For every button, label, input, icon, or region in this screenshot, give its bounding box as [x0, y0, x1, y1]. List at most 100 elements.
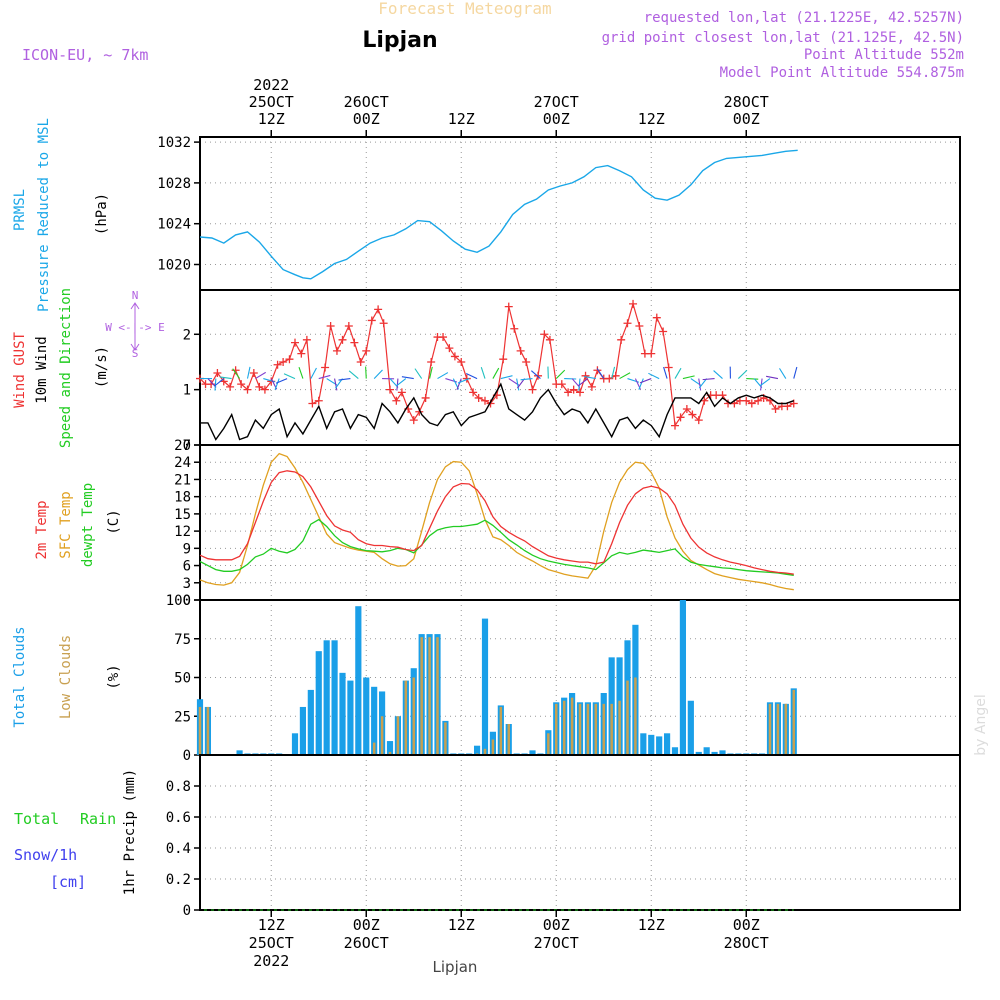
total-clouds-bar	[529, 750, 536, 755]
wind-gust-marker	[260, 385, 269, 394]
wind-gust-marker	[427, 357, 436, 366]
wind-gust-marker	[249, 369, 258, 378]
bottom-tick-label: 26OCT	[344, 934, 389, 952]
wind-gust-marker	[676, 413, 685, 422]
wind-direction-arrow	[310, 367, 317, 379]
wind-gust-marker	[350, 338, 359, 347]
total-clouds-bar	[363, 677, 370, 755]
bottom-tick-label: 00Z	[733, 916, 760, 934]
wind-gust-marker	[379, 319, 388, 328]
y-tick-label: 9	[183, 541, 191, 557]
bottom-tick-label: 27OCT	[534, 934, 579, 952]
y-tick-label: 0	[183, 438, 191, 454]
wind-gust-marker	[362, 346, 371, 355]
wind-gust-marker	[747, 399, 756, 408]
top-tick-label: 27OCT	[534, 93, 579, 111]
2m-temp-series-line	[199, 470, 794, 575]
wind-gust-marker	[528, 385, 537, 394]
total-clouds-bar	[687, 700, 694, 755]
y-tick-label: 0.2	[166, 872, 191, 888]
wind-gust-marker	[213, 369, 222, 378]
panel-frame	[199, 754, 961, 911]
wind-direction-arrow	[648, 372, 660, 380]
wind-gust-marker	[344, 321, 353, 330]
wind-gust-marker	[516, 346, 525, 355]
wind-direction-arrow	[555, 369, 566, 379]
wind-direction-arrow	[638, 378, 644, 390]
wind-gust-marker	[587, 382, 596, 391]
wind-gust-marker	[439, 333, 448, 342]
total-clouds-bar	[679, 600, 687, 755]
total-clouds-bar	[703, 747, 710, 755]
low-clouds-bar	[420, 637, 423, 755]
wind-gust-marker	[742, 396, 751, 405]
total-clouds-bar	[386, 741, 394, 755]
wind-direction-arrow	[746, 378, 759, 380]
wind-gust-marker	[659, 327, 668, 336]
wind-gust-marker	[557, 380, 566, 389]
top-tick-label: 26OCT	[344, 93, 389, 111]
top-tick-label: 2022	[253, 76, 289, 94]
bottom-tick-label: 2022	[253, 952, 289, 970]
location-title: Lipjan	[362, 28, 437, 53]
wind-direction-arrow	[583, 375, 596, 380]
wind-gust-marker	[255, 382, 264, 391]
precip-snow-unit: [cm]	[50, 873, 86, 891]
panel-frame	[199, 136, 961, 291]
y-tick-label: 0	[183, 903, 191, 919]
low-clouds-bar	[776, 703, 780, 755]
wind-gust-marker	[504, 302, 513, 311]
wind-direction-arrow	[759, 378, 771, 387]
wind-gust-marker	[688, 410, 697, 419]
top-tick-label: 12Z	[638, 110, 665, 128]
wind-10m-series-line	[200, 382, 795, 441]
low-clouds-bar	[444, 722, 447, 755]
wind-gust-marker	[593, 366, 602, 375]
precipitation-panel: 0 0.2 0.4 0.6 0.8	[166, 754, 961, 919]
wind-gust-marker	[314, 396, 323, 405]
total-clouds-bar	[719, 750, 726, 755]
total-clouds-bar	[711, 751, 718, 755]
bottom-tick-label: 12Z	[638, 916, 665, 934]
wind-gust-marker	[367, 316, 376, 325]
y-tick-label: 0.8	[166, 779, 191, 795]
wind-gust-marker	[576, 388, 584, 397]
total-clouds-bar	[355, 606, 362, 755]
total-clouds-bar	[236, 750, 243, 755]
wind-gust-marker	[273, 360, 282, 369]
total-clouds-bar	[315, 651, 322, 755]
total-clouds-bar	[695, 751, 702, 755]
low-clouds-bar	[634, 677, 637, 755]
wind-gust-marker	[671, 421, 679, 430]
total-clouds-bar	[331, 640, 338, 755]
wind-gust-marker	[629, 299, 638, 308]
total-clouds-bar	[347, 680, 354, 755]
wind-direction-arrow	[255, 371, 266, 380]
bottom-tick-label: 25OCT	[249, 934, 294, 952]
wind-gust-marker	[450, 352, 459, 361]
wind-direction-arrow	[663, 366, 668, 379]
temp-2m-label: 2m Temp	[34, 500, 50, 559]
wind-direction-arrow	[596, 368, 605, 379]
wind-gust-marker	[226, 382, 235, 391]
total-clouds-bar	[299, 706, 307, 755]
y-tick-label: 0.4	[166, 841, 191, 857]
wind-panel: 0 1 2	[183, 289, 961, 454]
low-clouds-bar	[594, 703, 598, 755]
panel-frame	[199, 289, 961, 446]
total-clouds-bar	[371, 686, 378, 755]
y-tick-label: 1032	[157, 135, 191, 151]
low-clouds-bar	[198, 706, 202, 755]
low-clouds-bar	[436, 637, 439, 755]
wind-direction-arrow	[318, 374, 331, 380]
grid-point-coords: grid point closest lon,lat (21.125E, 42.…	[602, 30, 964, 46]
precip-rain-label: Rain	[80, 810, 116, 828]
top-tick-label: 28OCT	[724, 93, 769, 111]
wind-direction-arrow	[283, 373, 296, 380]
total-clouds-bar	[656, 736, 663, 755]
wind-gust-marker	[564, 388, 573, 397]
wind-gust-marker	[540, 330, 549, 339]
wind-gust-marker	[243, 385, 252, 394]
